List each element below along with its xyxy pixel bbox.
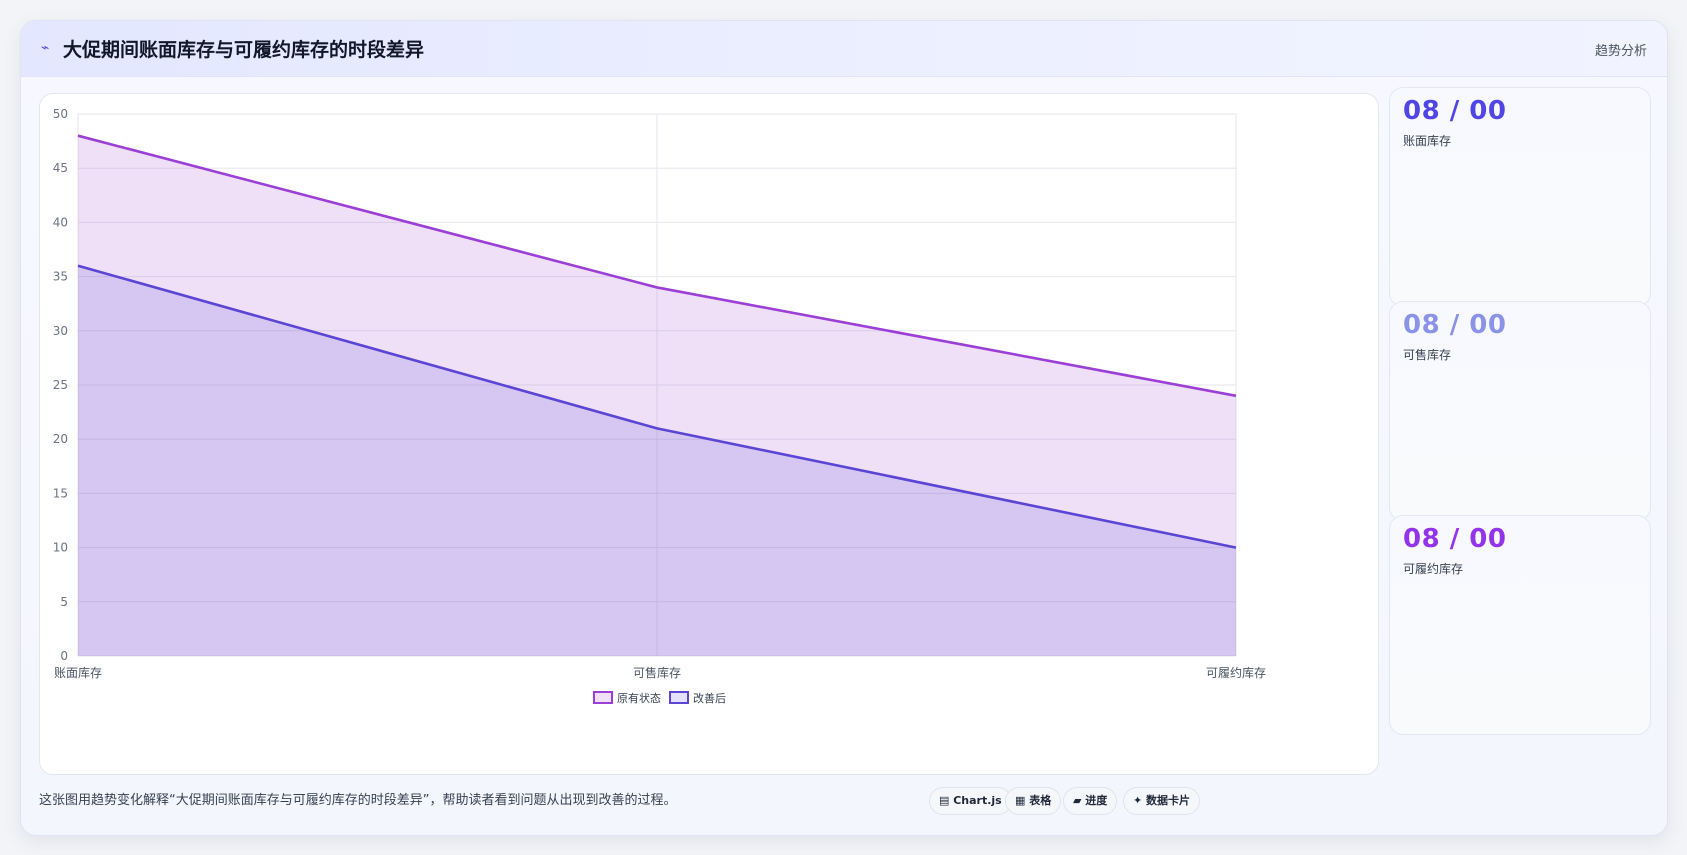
stat-label: 可售库存 <box>1403 348 1452 362</box>
y-tick-label: 0 <box>60 649 68 663</box>
legend-label: 原有状态 <box>617 691 661 705</box>
y-tick-label: 15 <box>53 486 68 500</box>
y-tick-label: 45 <box>53 161 68 175</box>
panel-header: ⌁ 大促期间账面库存与可履约库存的时段差异 趋势分析 <box>21 21 1667 77</box>
stat-value: 08 / 00 <box>1403 96 1507 126</box>
chip-data-card[interactable]: ✦ 数据卡片 <box>1123 787 1201 815</box>
y-tick-label: 20 <box>53 432 68 446</box>
y-tick-label: 50 <box>53 107 68 121</box>
panel: ⌁ 大促期间账面库存与可履约库存的时段差异 趋势分析 0 5 10 15 20 25 30 3… <box>20 20 1668 836</box>
stat-label: 可履约库存 <box>1403 562 1464 576</box>
trend-icon: ⌁ <box>41 40 50 56</box>
chip-table[interactable]: ▦ 表格 <box>1005 787 1062 815</box>
chart-description: 这张图用趋势变化解释“大促期间账面库存与可履约库存的时段差异”，帮助读者看到问题… <box>39 793 677 808</box>
legend-label: 改善后 <box>693 691 726 705</box>
x-tick-label: 账面库存 <box>54 665 102 680</box>
stat-label: 账面库存 <box>1403 134 1452 148</box>
chip-chartjs[interactable]: ▤ Chart.js <box>929 787 1012 815</box>
y-tick-label: 10 <box>53 541 68 555</box>
y-tick-label: 30 <box>53 324 68 338</box>
legend-swatch <box>669 691 689 704</box>
panel-title: 大促期间账面库存与可履约库存的时段差异 <box>63 39 425 61</box>
y-tick-label: 35 <box>53 270 68 284</box>
series-line-2 <box>77 264 1237 549</box>
chip-progress[interactable]: ▰ 进度 <box>1063 787 1118 815</box>
stat-card-sellable-inventory: 08 / 00 可售库存 <box>1389 301 1651 521</box>
chart-container: 0 5 10 15 20 25 30 35 40 45 50 账面库存 可售库存 可履约库存原有状态 改善后 <box>39 93 1379 775</box>
series-area-1 <box>78 135 1236 656</box>
y-tick-label: 5 <box>60 595 68 609</box>
legend-swatch <box>593 691 613 704</box>
series-area-2 <box>78 265 1236 656</box>
stat-value: 08 / 00 <box>1403 310 1507 340</box>
x-tick-label: 可履约库存 <box>1206 665 1266 680</box>
series-line-1 <box>77 134 1237 398</box>
stat-card-fulfillable-inventory: 08 / 00 可履约库存 <box>1389 515 1651 735</box>
x-tick-label: 可售库存 <box>633 665 681 680</box>
stat-card-book-inventory: 08 / 00 账面库存 <box>1389 87 1651 307</box>
stat-value: 08 / 00 <box>1403 524 1507 554</box>
y-tick-label: 25 <box>53 378 68 392</box>
analysis-tag[interactable]: 趋势分析 <box>1594 44 1647 59</box>
y-tick-label: 40 <box>53 215 68 229</box>
